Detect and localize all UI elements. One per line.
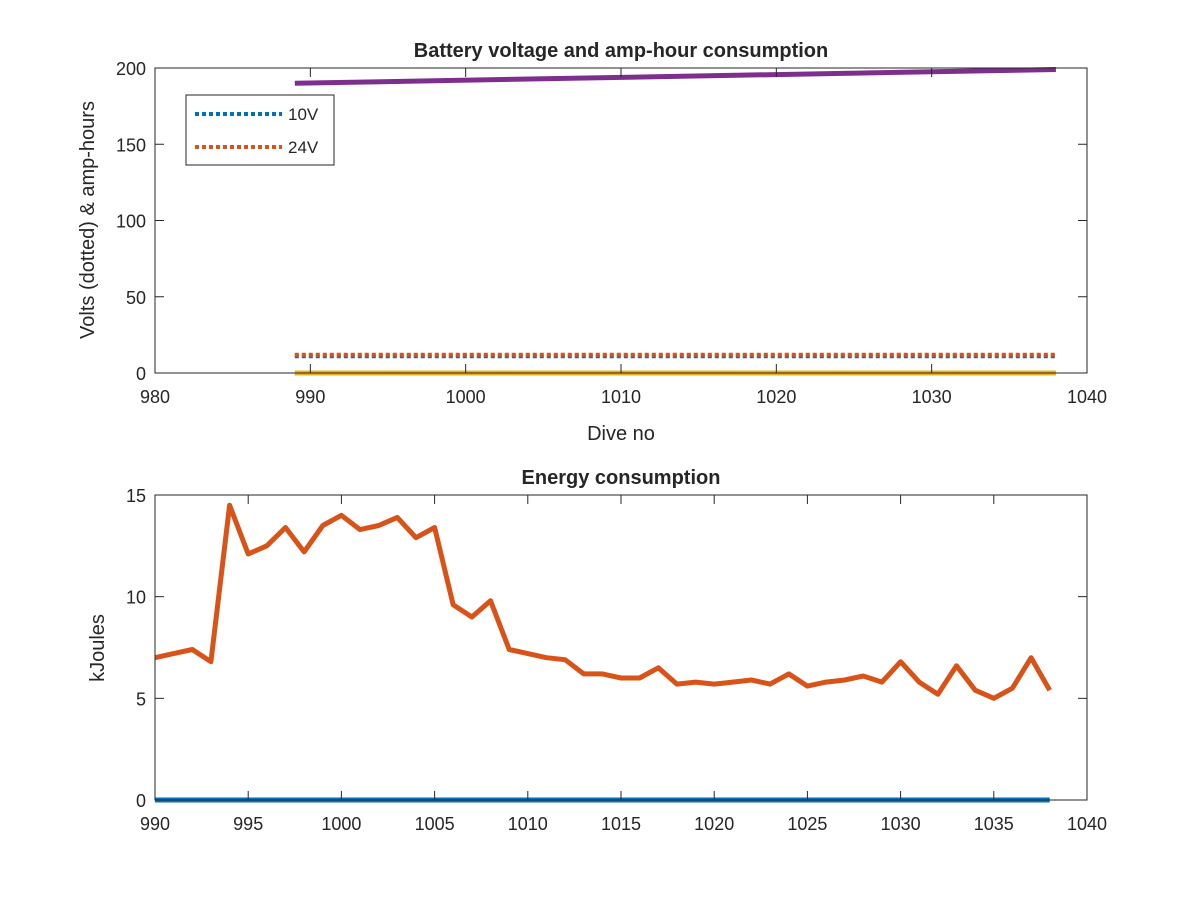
battery-x-tick-label: 1040 — [1067, 387, 1107, 407]
energy-x-tick-label: 1010 — [508, 814, 548, 834]
energy-x-tick-label: 1030 — [881, 814, 921, 834]
energy-x-tick-label: 1005 — [415, 814, 455, 834]
battery-y-tick-label: 50 — [126, 288, 146, 308]
battery-x-tick-label: 980 — [140, 387, 170, 407]
battery-x-tick-label: 990 — [295, 387, 325, 407]
energy-x-tick-label: 1000 — [321, 814, 361, 834]
battery-chart: 980 990 1000 1010 1020 1030 1040 0 50 100 150 200 B… — [77, 40, 1107, 445]
battery-x-axis-label: Dive no — [587, 423, 655, 445]
energy-x-tick-label: 990 — [140, 814, 170, 834]
battery-ticks-group: 980 990 1000 1010 1020 1030 1040 0 50 100 150 200 — [116, 59, 1107, 407]
energy-x-tick-label: 1015 — [601, 814, 641, 834]
battery-legend: 10V 24V — [185, 94, 335, 166]
battery-y-tick-label: 100 — [116, 212, 146, 232]
energy-chart: 990 995 1000 1005 1010 1015 1020 1025 1030 1035 10… — [87, 467, 1107, 834]
energy-y-tick-label: 5 — [136, 689, 146, 709]
battery-y-tick-label: 200 — [116, 59, 146, 79]
energy-y-tick-label: 10 — [126, 588, 146, 608]
energy-x-tick-label: 1040 — [1067, 814, 1107, 834]
battery-chart-title: Battery voltage and amp-hour consumption — [414, 40, 828, 62]
energy-x-tick-label: 1025 — [787, 814, 827, 834]
energy-x-tick-label: 995 — [233, 814, 263, 834]
battery-y-tick-label: 0 — [136, 364, 146, 384]
battery-y-tick-label: 150 — [116, 135, 146, 155]
energy-chart-title: Energy consumption — [522, 467, 721, 489]
energy-x-tick-label: 1020 — [694, 814, 734, 834]
legend-box — [185, 94, 335, 166]
legend-label-10v: 10V — [288, 105, 319, 124]
battery-x-tick-label: 1020 — [756, 387, 796, 407]
energy-ticks-group: 990 995 1000 1005 1010 1015 1020 1025 1030 1035 10… — [126, 486, 1107, 834]
battery-x-tick-label: 1000 — [446, 387, 486, 407]
battery-series-line-3 — [294, 67, 1056, 86]
energy-series-line-0 — [154, 502, 1052, 701]
battery-y-axis-label: Volts (dotted) & amp-hours — [77, 101, 99, 339]
energy-y-axis-label: kJoules — [87, 614, 109, 682]
battery-x-tick-label: 1010 — [601, 387, 641, 407]
energy-x-tick-label: 1035 — [974, 814, 1014, 834]
energy-y-tick-label: 0 — [136, 791, 146, 811]
battery-x-tick-label: 1030 — [912, 387, 952, 407]
energy-y-tick-label: 15 — [126, 486, 146, 506]
legend-label-24v: 24V — [288, 138, 319, 157]
